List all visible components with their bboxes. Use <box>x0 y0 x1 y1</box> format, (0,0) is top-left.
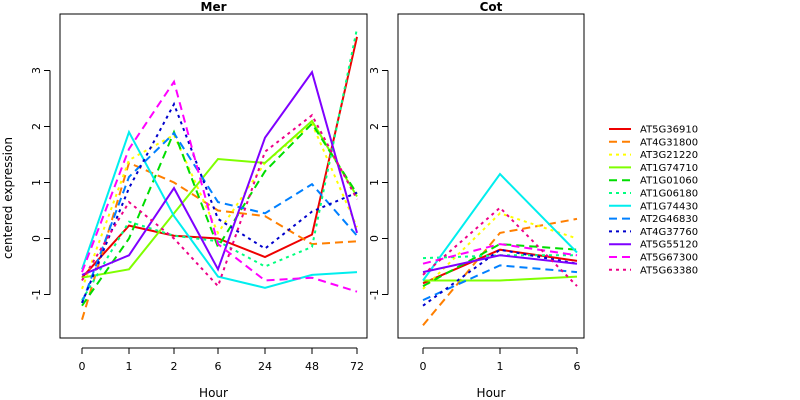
legend-item: AT1G74430 <box>609 201 698 212</box>
legend-label: AT5G63380 <box>640 265 698 276</box>
legend-label: AT1G74430 <box>640 201 698 212</box>
y-tick-label: 0 <box>368 235 381 242</box>
legend-label: AT4G31800 <box>640 137 698 148</box>
legend-item: AT5G55120 <box>609 240 698 251</box>
series-line-at4g31800 <box>422 217 578 326</box>
x-tick-label: 48 <box>305 360 319 373</box>
plot-frame <box>397 13 585 339</box>
y-tick-label: 2 <box>368 123 381 130</box>
series-line-at1g01060 <box>422 243 578 287</box>
series-line-at1g74710 <box>81 119 358 279</box>
y-tick-label: 2 <box>30 123 43 130</box>
x-tick-label: 6 <box>215 360 222 373</box>
x-tick-label: 6 <box>574 360 581 373</box>
series-group <box>422 172 578 326</box>
x-tick-label: 2 <box>171 360 178 373</box>
series-line-at5g67300 <box>81 79 358 293</box>
series-line-at2g46830 <box>422 264 578 302</box>
legend-label: AT5G36910 <box>640 125 698 136</box>
legend-label: AT1G01060 <box>640 176 698 187</box>
legend-item: AT4G31800 <box>609 137 698 148</box>
y-tick-label: 0 <box>30 235 43 242</box>
series-line-at1g74430 <box>81 129 358 289</box>
x-tick-label: 1 <box>126 360 133 373</box>
series-line-at3g21220 <box>81 122 358 290</box>
series-line-at5g67300 <box>422 243 578 265</box>
plot-frame <box>59 13 368 339</box>
series-line-at5g55120 <box>81 69 358 276</box>
legend-label: AT1G06180 <box>640 189 698 200</box>
x-axis-label: Hour <box>477 386 506 400</box>
legend-item: AT2G46830 <box>609 214 698 225</box>
legend-item: AT5G67300 <box>609 253 698 264</box>
x-tick-label: 72 <box>350 360 364 373</box>
x-tick-label: 0 <box>420 360 427 373</box>
legend-item: AT1G06180 <box>609 189 698 200</box>
y-tick-label: 3 <box>30 67 43 74</box>
y-tick-label: 3 <box>368 67 381 74</box>
legend-label: AT5G67300 <box>640 253 698 264</box>
chart-panels: Mer 0 1 2 6 24 48 72 Hour -1 0 1 2 3 Cot 0 1 6 Hour -1 0 1 2 3 <box>30 0 585 400</box>
x-tick-label: 0 <box>79 360 86 373</box>
series-line-at1g74710 <box>423 275 578 282</box>
panel-title: Mer <box>201 0 227 14</box>
y-tick-label: -1 <box>368 289 381 300</box>
legend-label: AT1G74710 <box>640 163 698 174</box>
y-tick-label: -1 <box>30 289 43 300</box>
panel-title: Cot <box>480 0 503 14</box>
legend-item: AT3G21220 <box>609 150 698 161</box>
legend-label: AT5G55120 <box>640 240 698 251</box>
x-tick-label: 24 <box>258 360 272 373</box>
series-line-at4g37760 <box>422 248 578 307</box>
y-tick-label: 1 <box>30 179 43 186</box>
legend-item: AT5G63380 <box>609 265 698 276</box>
x-axis-label: Hour <box>199 386 228 400</box>
legend-label: AT3G21220 <box>640 150 698 161</box>
series-line-at5g36910 <box>81 36 358 279</box>
y-axis-label: centered expression <box>1 137 15 259</box>
series-line-at1g06180 <box>81 28 358 301</box>
legend-label: AT2G46830 <box>640 214 698 225</box>
series-line-at1g74430 <box>422 172 578 282</box>
series-line-at1g01060 <box>81 122 358 307</box>
legend-item: AT1G74710 <box>609 163 698 174</box>
legend-item: AT5G36910 <box>609 125 698 136</box>
series-line-at5g63380 <box>81 113 358 289</box>
series-line-at4g37760 <box>81 101 358 304</box>
legend-item: AT1G01060 <box>609 176 698 187</box>
x-tick-label: 1 <box>497 360 504 373</box>
y-tick-label: 1 <box>368 179 381 186</box>
series-line-at5g63380 <box>422 206 578 287</box>
series-line-at3g21220 <box>422 212 578 290</box>
panel-mer: Mer 0 1 2 6 24 48 72 Hour -1 0 1 2 3 <box>30 0 368 400</box>
panel-cot: Cot 0 1 6 Hour -1 0 1 2 3 <box>368 0 585 400</box>
legend-label: AT4G37760 <box>640 227 698 238</box>
series-line-at2g46830 <box>81 131 358 304</box>
series-group <box>81 28 358 320</box>
legend-item: AT4G37760 <box>609 227 698 238</box>
